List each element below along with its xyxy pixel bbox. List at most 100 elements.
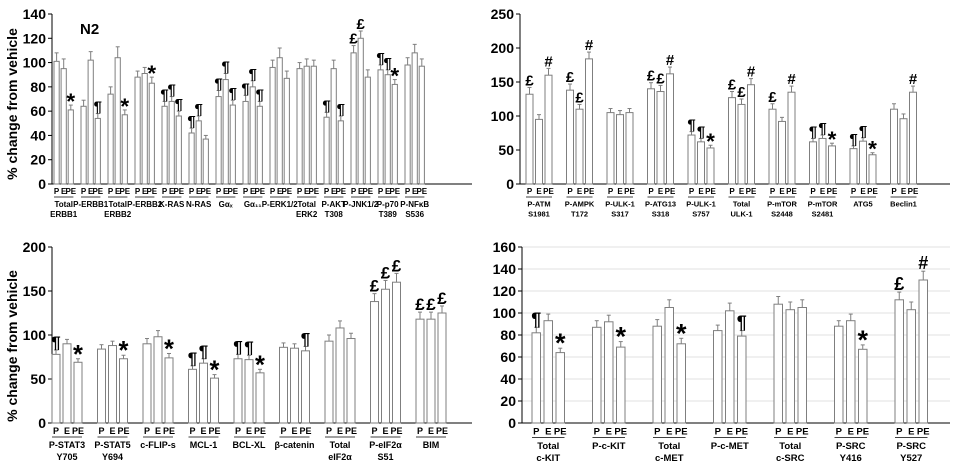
y-tick-label: 100 xyxy=(23,55,47,71)
bar-treatment-label: E xyxy=(545,427,551,438)
significance-marker: * xyxy=(676,318,687,348)
y-tick-label: 150 xyxy=(491,74,515,90)
bar xyxy=(350,52,357,185)
significance-marker: ¶ xyxy=(233,337,242,356)
bar xyxy=(161,105,168,185)
bar xyxy=(616,114,624,185)
bar-treatment-label: PE xyxy=(335,187,346,196)
significance-marker: * xyxy=(706,129,715,154)
significance-marker: ¶ xyxy=(187,113,195,130)
bar-treatment-label: PE xyxy=(867,187,878,196)
bar xyxy=(202,138,209,185)
bar-treatment-label: PE xyxy=(786,187,797,196)
significance-marker: * xyxy=(828,127,837,152)
bar-treatment-label: P xyxy=(770,187,776,196)
group-label: P-STAT3 xyxy=(49,440,85,450)
bar-treatment-label: PE xyxy=(92,187,103,196)
bar xyxy=(168,100,175,185)
bar-treatment-label: E xyxy=(61,187,67,196)
bar-treatment-label: E xyxy=(412,187,418,196)
group-label: P-p70 xyxy=(377,200,399,209)
bar xyxy=(859,140,867,185)
y-tick-label: 50 xyxy=(30,371,46,387)
bar xyxy=(585,58,593,185)
y-tick-label: 120 xyxy=(23,30,47,46)
significance-marker: ¶ xyxy=(188,349,197,368)
bar xyxy=(301,350,310,424)
bar xyxy=(418,65,425,185)
bar-treatment-label: P xyxy=(144,426,150,436)
bar-treatment-label: PE xyxy=(308,187,319,196)
bar-treatment-label: PE xyxy=(200,187,211,196)
bar xyxy=(188,368,197,424)
bar-treatment-label: P xyxy=(135,187,141,196)
group-label: P-NFκB xyxy=(400,200,429,209)
bar xyxy=(357,37,364,185)
bar-treatment-label: E xyxy=(169,187,175,196)
bar xyxy=(60,68,67,185)
bar-treatment-label: E xyxy=(246,426,252,436)
bar-treatment-label: P xyxy=(108,187,114,196)
bar xyxy=(894,299,904,424)
bar xyxy=(73,361,83,424)
bar xyxy=(249,86,256,185)
significance-marker: ¶ xyxy=(301,329,310,348)
bar-treatment-label: PE xyxy=(665,187,676,196)
y-tick-label: 0 xyxy=(38,176,46,192)
bar-treatment-label: E xyxy=(277,187,283,196)
bar-treatment-label: PE xyxy=(796,427,809,438)
group-label: Gαₓ xyxy=(219,200,233,209)
group-label: N-RAS xyxy=(186,200,212,209)
bar xyxy=(846,320,856,424)
bar xyxy=(787,91,796,185)
bar xyxy=(437,312,447,424)
bar-treatment-label: P xyxy=(189,187,195,196)
bar-treatment-label: E xyxy=(820,187,826,196)
significance-marker: £ xyxy=(894,274,904,294)
significance-marker: ¶ xyxy=(249,66,257,83)
bar-treatment-label: PE xyxy=(705,187,716,196)
y-tick-label: 60 xyxy=(500,349,516,365)
bar xyxy=(543,320,553,424)
significance-marker: £ xyxy=(381,263,391,282)
y-tick-label: 150 xyxy=(23,283,47,299)
bar xyxy=(834,325,844,424)
bar-treatment-label: P xyxy=(53,426,59,436)
significance-marker: * xyxy=(147,61,156,86)
y-tick-label: 20 xyxy=(500,393,516,409)
bar xyxy=(858,348,868,424)
bar xyxy=(737,103,746,185)
y-tick-label: 120 xyxy=(493,283,517,299)
bar-treatment-label: P xyxy=(608,187,614,196)
bar xyxy=(725,310,735,424)
y-tick-label: 140 xyxy=(23,6,47,22)
significance-marker: * xyxy=(615,322,626,352)
bar xyxy=(525,93,534,185)
bar xyxy=(809,141,817,185)
significance-marker: ¶ xyxy=(229,85,237,102)
bar-treatment-label: PE xyxy=(227,187,238,196)
bar-treatment-label: P xyxy=(567,187,573,196)
bar xyxy=(849,148,858,185)
bar xyxy=(426,318,436,424)
bar xyxy=(737,335,747,424)
bar xyxy=(134,76,141,185)
bar xyxy=(62,343,72,424)
group-label: P-ERBB1 xyxy=(73,200,109,209)
group-label: P-ERK1/2 xyxy=(262,200,299,209)
bar-treatment-label: P xyxy=(324,187,330,196)
bar xyxy=(391,83,398,185)
panel-label: N2 xyxy=(80,21,99,38)
bar xyxy=(310,65,317,185)
group-label: S51 xyxy=(377,452,393,462)
bar-treatment-label: P xyxy=(216,187,222,196)
bar xyxy=(199,362,208,424)
bar-treatment-label: P xyxy=(533,427,540,438)
significance-marker: £ xyxy=(647,68,656,85)
significance-marker: ¶ xyxy=(175,96,183,113)
significance-marker: ¶ xyxy=(859,123,867,140)
significance-marker: ¶ xyxy=(809,123,817,140)
bar xyxy=(215,96,222,185)
bar xyxy=(141,73,148,185)
